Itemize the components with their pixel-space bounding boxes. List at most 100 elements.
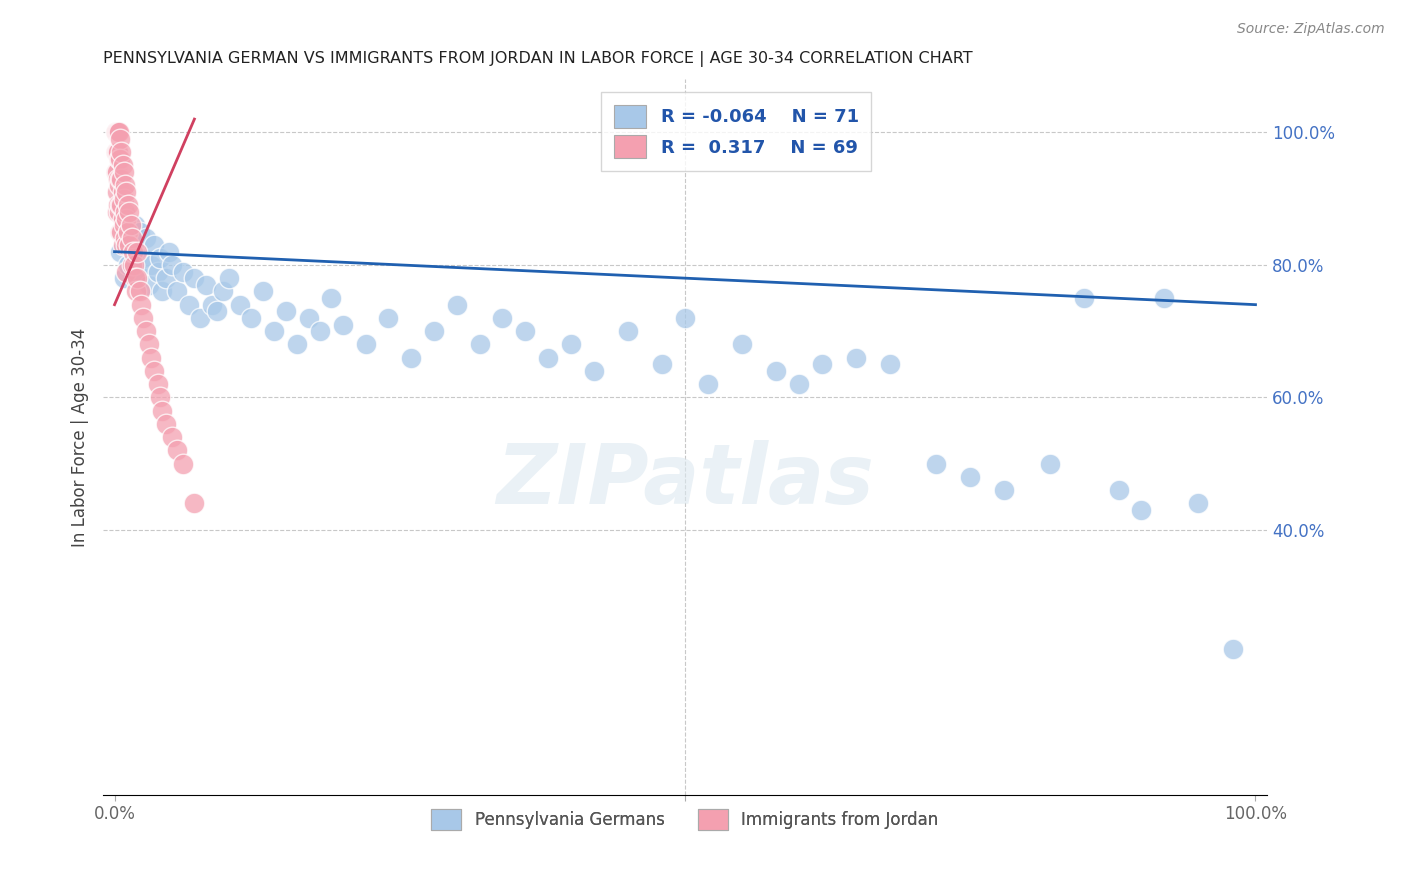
Point: [107, 198, 129, 212]
Point: [149, 252, 172, 266]
Point: [108, 205, 131, 219]
Point: [108, 178, 131, 193]
Point: [110, 171, 132, 186]
Point: [112, 192, 135, 206]
Point: [423, 324, 446, 338]
Point: [117, 225, 139, 239]
Point: [993, 483, 1015, 498]
Point: [152, 285, 174, 299]
Point: [127, 271, 149, 285]
Point: [112, 165, 135, 179]
Point: [115, 238, 138, 252]
Point: [125, 285, 148, 299]
Point: [110, 171, 132, 186]
Text: Source: ZipAtlas.com: Source: ZipAtlas.com: [1237, 22, 1385, 37]
Point: [194, 277, 217, 292]
Point: [108, 125, 131, 139]
Point: [172, 264, 194, 278]
Legend: Pennsylvania Germans, Immigrants from Jordan: Pennsylvania Germans, Immigrants from Jo…: [425, 802, 945, 837]
Point: [811, 357, 834, 371]
Y-axis label: In Labor Force | Age 30-34: In Labor Force | Age 30-34: [72, 327, 89, 547]
Point: [252, 285, 274, 299]
Point: [321, 291, 343, 305]
Point: [139, 351, 162, 365]
Point: [110, 132, 132, 146]
Point: [146, 377, 169, 392]
Point: [143, 364, 166, 378]
Point: [114, 205, 136, 219]
Point: [1130, 503, 1153, 517]
Point: [105, 185, 128, 199]
Point: [617, 324, 640, 338]
Point: [139, 258, 162, 272]
Point: [183, 271, 205, 285]
Point: [731, 337, 754, 351]
Point: [172, 457, 194, 471]
Point: [537, 351, 560, 365]
Point: [105, 205, 128, 219]
Point: [229, 298, 252, 312]
Point: [166, 285, 188, 299]
Point: [111, 185, 134, 199]
Point: [879, 357, 901, 371]
Point: [309, 324, 332, 338]
Point: [152, 403, 174, 417]
Point: [115, 231, 138, 245]
Point: [155, 271, 177, 285]
Point: [297, 310, 319, 325]
Point: [845, 351, 868, 365]
Point: [183, 496, 205, 510]
Point: [332, 318, 354, 332]
Point: [138, 337, 160, 351]
Point: [135, 231, 157, 245]
Point: [115, 185, 138, 199]
Point: [582, 364, 605, 378]
Point: [468, 337, 491, 351]
Point: [111, 238, 134, 252]
Point: [114, 205, 136, 219]
Point: [121, 231, 143, 245]
Point: [118, 238, 141, 252]
Point: [132, 252, 155, 266]
Point: [765, 364, 787, 378]
Point: [166, 443, 188, 458]
Point: [121, 258, 143, 272]
Point: [959, 470, 981, 484]
Point: [135, 324, 157, 338]
Point: [111, 159, 134, 173]
Point: [787, 377, 810, 392]
Point: [200, 298, 222, 312]
Point: [112, 271, 135, 285]
Point: [1039, 457, 1062, 471]
Point: [114, 231, 136, 245]
Point: [149, 391, 172, 405]
Point: [110, 225, 132, 239]
Point: [105, 165, 128, 179]
Point: [1153, 291, 1175, 305]
Point: [240, 310, 263, 325]
Point: [120, 218, 142, 232]
Point: [1222, 642, 1244, 657]
Point: [696, 377, 718, 392]
Point: [218, 271, 240, 285]
Point: [110, 152, 132, 166]
Point: [188, 310, 211, 325]
Point: [104, 165, 127, 179]
Point: [560, 337, 582, 351]
Point: [104, 125, 127, 139]
Point: [124, 271, 146, 285]
Point: [105, 145, 128, 160]
Text: ZIPatlas: ZIPatlas: [496, 440, 875, 521]
Point: [446, 298, 468, 312]
Point: [110, 244, 132, 259]
Point: [129, 298, 152, 312]
Point: [105, 125, 128, 139]
Point: [205, 304, 228, 318]
Point: [157, 244, 180, 259]
Point: [118, 205, 141, 219]
Point: [399, 351, 422, 365]
Point: [104, 125, 127, 139]
Point: [274, 304, 297, 318]
Point: [673, 310, 696, 325]
Point: [285, 337, 308, 351]
